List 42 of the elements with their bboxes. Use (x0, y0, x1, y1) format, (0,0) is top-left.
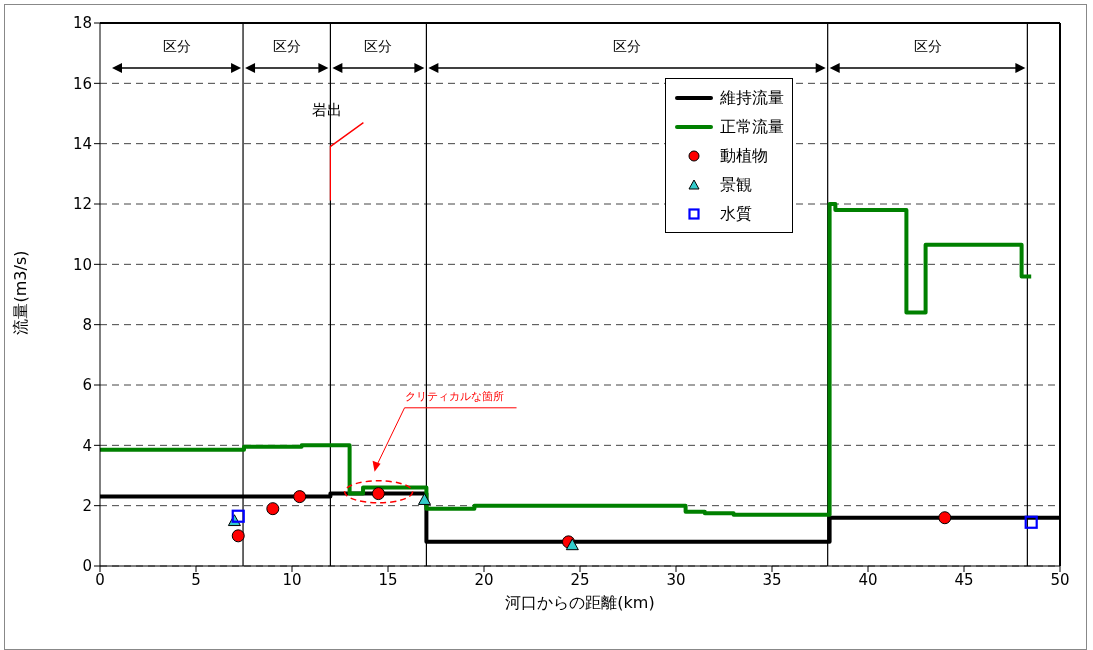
y-tick-label: 2 (82, 496, 92, 515)
y-tick-label: 4 (82, 436, 92, 455)
x-tick-label: 35 (762, 570, 782, 589)
y-axis-title: 流量(m3/s) (10, 250, 30, 335)
legend-label: 維持流量 (719, 87, 784, 109)
point (293, 490, 307, 504)
y-tick-label: 6 (82, 376, 92, 395)
legend-label: 景観 (719, 174, 752, 196)
y-tick-label: 18 (72, 14, 92, 33)
x-tick-label: 45 (954, 570, 974, 589)
point (938, 511, 952, 525)
annotation: 区分 (272, 38, 301, 54)
x-tick-label: 0 (95, 570, 105, 589)
y-tick-label: 10 (72, 255, 92, 274)
y-tick-label: 14 (72, 134, 92, 153)
point (231, 509, 245, 523)
annotation: 区分 (913, 38, 942, 54)
point (371, 487, 385, 501)
x-tick-label: 50 (1050, 570, 1070, 589)
y-tick-label: 12 (72, 195, 92, 214)
point (1024, 515, 1038, 529)
x-tick-label: 40 (858, 570, 878, 589)
x-tick-label: 25 (570, 570, 590, 589)
annotation: 区分 (613, 38, 642, 54)
x-axis-title: 河口からの距離(km) (505, 593, 655, 612)
x-tick-label: 15 (378, 570, 398, 589)
point (231, 529, 245, 543)
legend-label: 水質 (719, 203, 752, 225)
y-tick-label: 0 (82, 557, 92, 576)
point (565, 538, 579, 551)
point (417, 493, 431, 505)
x-tick-label: 20 (474, 570, 494, 589)
point (266, 502, 280, 516)
legend-label: 動植物 (719, 145, 768, 167)
y-tick-label: 8 (82, 315, 92, 334)
annotation: 区分 (162, 38, 191, 54)
y-tick-label: 16 (72, 74, 92, 93)
x-tick-label: 5 (191, 570, 201, 589)
x-tick-label: 30 (666, 570, 686, 589)
x-tick-label: 10 (282, 570, 302, 589)
annotation: 区分 (364, 38, 393, 54)
legend-label: 正常流量 (719, 116, 784, 138)
